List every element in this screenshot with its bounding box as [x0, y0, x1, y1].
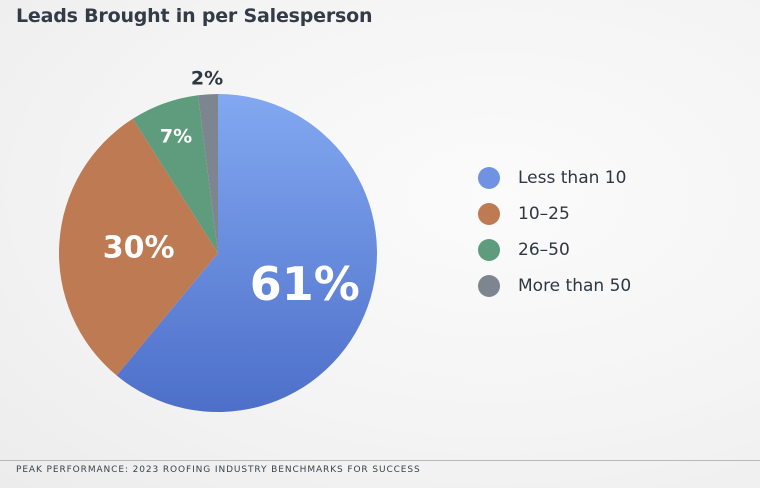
slice-less-than-10[interactable]: [116, 94, 378, 412]
slice-more-than-50[interactable]: [198, 94, 218, 253]
legend-item-10-25[interactable]: 10–25: [478, 203, 631, 225]
legend-swatch: [478, 275, 500, 297]
slice-26-50[interactable]: [132, 95, 218, 253]
slice-label: 7%: [160, 125, 192, 147]
slice-10-25[interactable]: [58, 118, 219, 376]
legend-swatch: [478, 203, 500, 225]
pie-chart: 61% 30% 7% 2%: [58, 67, 378, 412]
footer-divider: [0, 460, 760, 461]
slice-label: 2%: [191, 67, 223, 89]
footer-text: PEAK PERFORMANCE: 2023 ROOFING INDUSTRY …: [16, 465, 421, 475]
legend-label: More than 50: [518, 276, 632, 296]
legend: Less than 10 10–25 26–50 More than 50: [478, 167, 631, 297]
legend-label: 10–25: [518, 204, 570, 224]
legend-item-less-than-10[interactable]: Less than 10: [478, 167, 631, 189]
slice-label: 30%: [103, 231, 175, 266]
legend-item-more-than-50[interactable]: More than 50: [478, 275, 631, 297]
legend-label: 26–50: [518, 240, 570, 260]
legend-item-26-50[interactable]: 26–50: [478, 239, 631, 261]
legend-swatch: [478, 167, 500, 189]
slice-label: 61%: [250, 257, 360, 311]
legend-label: Less than 10: [518, 168, 627, 188]
chart-title: Leads Brought in per Salesperson: [16, 5, 373, 27]
legend-swatch: [478, 239, 500, 261]
